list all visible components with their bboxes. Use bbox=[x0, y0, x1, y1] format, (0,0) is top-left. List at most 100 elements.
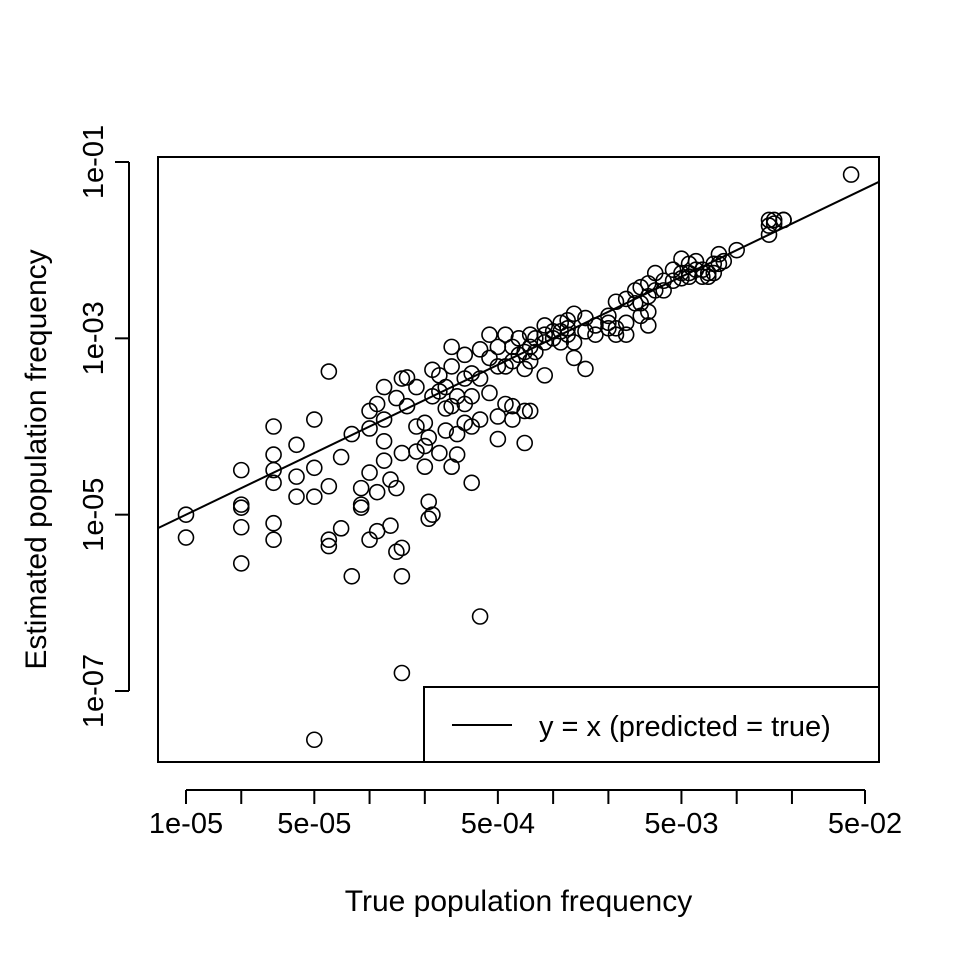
data-point bbox=[640, 303, 657, 321]
x-tick-label: 1e-05 bbox=[149, 808, 223, 840]
data-point bbox=[765, 211, 783, 229]
data-point bbox=[393, 539, 411, 557]
data-point bbox=[398, 369, 416, 386]
data-point bbox=[375, 411, 393, 428]
data-point bbox=[443, 358, 460, 375]
data-point bbox=[408, 443, 425, 460]
data-point bbox=[306, 488, 323, 505]
x-tick-label: 5e-04 bbox=[461, 808, 535, 840]
data-point bbox=[265, 446, 282, 463]
data-point bbox=[471, 341, 489, 358]
data-point bbox=[343, 425, 361, 443]
data-point bbox=[288, 488, 305, 505]
data-point bbox=[607, 326, 625, 343]
data-point bbox=[320, 537, 338, 555]
legend-label: y = x (predicted = true) bbox=[539, 711, 831, 743]
data-point bbox=[352, 496, 370, 513]
data-point bbox=[521, 352, 539, 370]
data-point bbox=[368, 395, 386, 413]
data-point bbox=[265, 514, 282, 532]
data-point bbox=[577, 360, 594, 378]
data-point bbox=[375, 452, 393, 469]
data-point bbox=[705, 264, 723, 282]
data-point bbox=[521, 402, 539, 420]
data-point bbox=[306, 459, 323, 477]
data-point bbox=[420, 510, 438, 528]
data-point bbox=[177, 506, 195, 523]
data-point bbox=[265, 474, 282, 492]
points-layer bbox=[177, 166, 860, 749]
data-point bbox=[388, 479, 405, 497]
data-point bbox=[332, 448, 350, 466]
data-point bbox=[416, 414, 434, 432]
data-point bbox=[527, 343, 544, 361]
data-point bbox=[288, 468, 305, 485]
data-point bbox=[408, 418, 425, 435]
data-point bbox=[481, 349, 498, 367]
data-point bbox=[443, 338, 460, 356]
data-point bbox=[497, 395, 514, 413]
data-point bbox=[431, 444, 448, 462]
data-point bbox=[352, 479, 370, 497]
data-point bbox=[565, 349, 583, 367]
x-axis-title: True population frequency bbox=[345, 885, 692, 918]
data-point bbox=[265, 461, 282, 479]
y-tick-label: 1e-05 bbox=[78, 478, 110, 552]
x-axis: 1e-05 5e-05 5e-04 5e-03 5e-02 bbox=[149, 789, 902, 840]
reference-line bbox=[157, 180, 880, 530]
data-point bbox=[699, 264, 717, 282]
data-point bbox=[510, 330, 528, 347]
y-axis: 1e-07 1e-05 1e-03 1e-01 bbox=[78, 125, 130, 728]
data-point bbox=[393, 567, 411, 585]
data-point bbox=[728, 241, 745, 259]
data-point bbox=[420, 429, 438, 446]
data-point bbox=[536, 367, 554, 384]
data-point bbox=[516, 402, 533, 420]
data-point bbox=[715, 252, 733, 270]
data-point bbox=[489, 430, 507, 448]
plot-frame bbox=[157, 156, 880, 763]
data-point bbox=[388, 543, 405, 561]
data-point bbox=[177, 529, 195, 546]
data-point bbox=[361, 420, 378, 437]
data-point bbox=[448, 446, 466, 463]
data-point bbox=[481, 384, 498, 402]
data-point bbox=[463, 388, 480, 405]
data-point bbox=[565, 305, 583, 323]
data-point bbox=[504, 411, 521, 428]
data-point bbox=[320, 363, 338, 380]
x-tick-label: 5e-02 bbox=[828, 808, 902, 840]
data-point bbox=[420, 493, 438, 511]
data-point bbox=[232, 555, 250, 572]
data-point bbox=[646, 282, 664, 299]
x-tick-label: 5e-03 bbox=[644, 808, 718, 840]
data-point bbox=[536, 317, 554, 334]
data-point bbox=[306, 411, 323, 428]
data-point bbox=[664, 261, 682, 279]
data-point bbox=[320, 477, 338, 495]
data-point bbox=[265, 531, 282, 549]
data-point bbox=[408, 378, 425, 396]
data-point bbox=[361, 464, 378, 481]
data-point bbox=[842, 166, 860, 183]
data-point bbox=[306, 731, 323, 749]
data-point bbox=[388, 389, 405, 407]
data-point bbox=[516, 434, 533, 452]
data-point bbox=[587, 326, 604, 343]
data-point bbox=[463, 474, 480, 492]
y-tick-label: 1e-07 bbox=[78, 654, 110, 728]
data-point bbox=[646, 264, 664, 282]
legend: y = x (predicted = true) bbox=[423, 686, 880, 763]
data-point bbox=[368, 483, 386, 501]
data-point bbox=[352, 499, 370, 516]
data-point bbox=[448, 425, 466, 443]
data-point bbox=[288, 436, 305, 454]
data-point bbox=[516, 343, 533, 361]
data-point bbox=[382, 517, 399, 534]
data-point bbox=[416, 458, 434, 475]
data-point bbox=[393, 444, 411, 462]
data-point bbox=[343, 567, 361, 585]
data-point bbox=[655, 282, 672, 299]
y-axis-title: Estimated population frequency bbox=[20, 249, 53, 669]
